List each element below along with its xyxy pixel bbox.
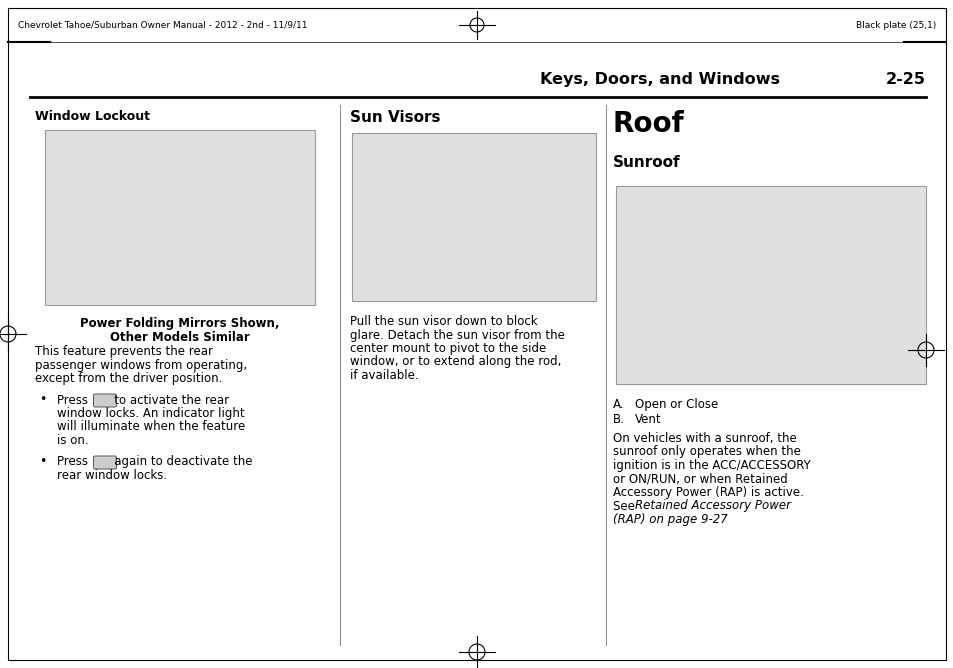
Text: A.: A. [613,398,624,411]
Text: Press       to activate the rear: Press to activate the rear [57,393,229,407]
Text: •: • [39,456,47,468]
Bar [45,130,314,305]
Text: Retained Accessory Power: Retained Accessory Power [635,500,790,512]
Text: Roof: Roof [613,110,684,138]
Text: Keys, Doors, and Windows: Keys, Doors, and Windows [539,72,780,87]
Text: Press       again to deactivate the: Press again to deactivate the [57,456,253,468]
Text: will illuminate when the feature: will illuminate when the feature [57,420,245,434]
Text: if available.: if available. [350,369,418,382]
Text: (RAP) on page 9-27: (RAP) on page 9-27 [613,513,727,526]
Text: B.: B. [613,413,624,426]
Text: Black plate (25,1): Black plate (25,1) [855,21,935,29]
Text: See: See [613,500,638,512]
Text: On vehicles with a sunroof, the: On vehicles with a sunroof, the [613,432,796,445]
Text: or ON/RUN, or when Retained: or ON/RUN, or when Retained [613,472,787,486]
Text: Open or Close: Open or Close [635,398,718,411]
Text: center mount to pivot to the side: center mount to pivot to the side [350,342,546,355]
Text: Chevrolet Tahoe/Suburban Owner Manual - 2012 - 2nd - 11/9/11: Chevrolet Tahoe/Suburban Owner Manual - … [18,21,307,29]
Bar [352,133,596,301]
Text: glare. Detach the sun visor from the: glare. Detach the sun visor from the [350,329,564,341]
Text: Window Lockout: Window Lockout [35,110,150,123]
Text: window locks. An indicator light: window locks. An indicator light [57,407,244,420]
Text: 2-25: 2-25 [885,72,925,87]
Text: ignition is in the ACC/ACCESSORY: ignition is in the ACC/ACCESSORY [613,459,810,472]
Text: Power Folding Mirrors Shown,: Power Folding Mirrors Shown, [80,317,279,330]
Text: Pull the sun visor down to block: Pull the sun visor down to block [350,315,537,328]
FancyBboxPatch shape [93,456,116,469]
Text: Vent: Vent [635,413,661,426]
Text: Sunroof: Sunroof [613,155,679,170]
Text: except from the driver position.: except from the driver position. [35,372,222,385]
FancyBboxPatch shape [93,394,116,407]
Text: sunroof only operates when the: sunroof only operates when the [613,446,800,458]
Text: rear window locks.: rear window locks. [57,469,167,482]
Text: Sun Visors: Sun Visors [350,110,440,125]
Text: passenger windows from operating,: passenger windows from operating, [35,359,247,371]
Text: Accessory Power (RAP) is active.: Accessory Power (RAP) is active. [613,486,803,499]
Text: •: • [39,393,47,407]
Text: window, or to extend along the rod,: window, or to extend along the rod, [350,355,560,369]
Text: is on.: is on. [57,434,89,447]
Bar [616,186,925,384]
Text: Other Models Similar: Other Models Similar [110,331,250,344]
Text: This feature prevents the rear: This feature prevents the rear [35,345,213,358]
